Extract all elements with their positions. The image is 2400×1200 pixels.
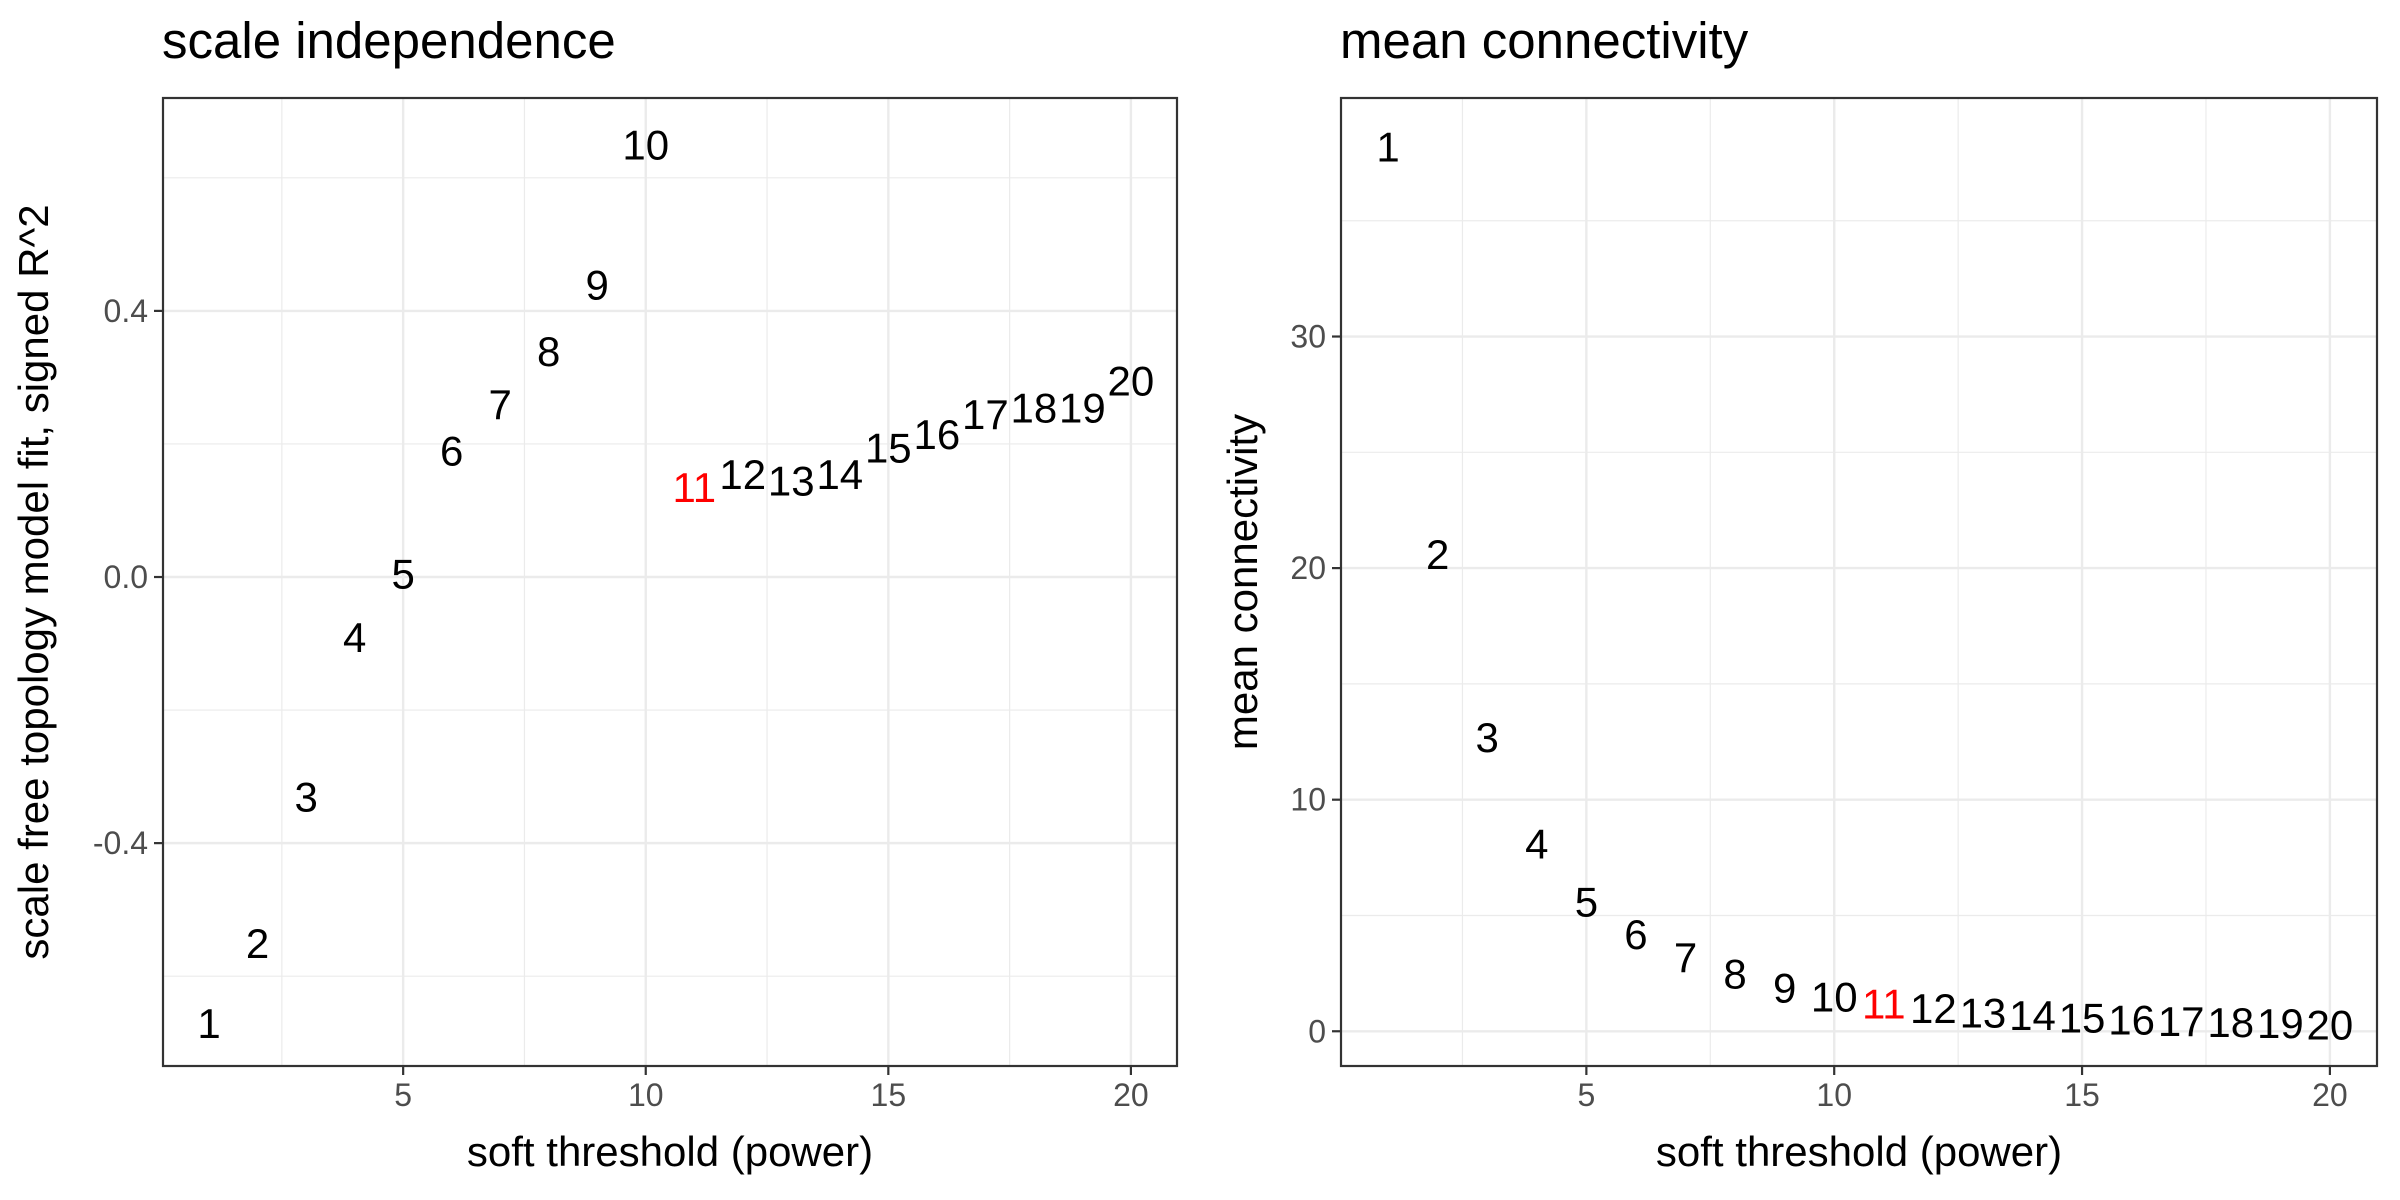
- y-tick-label: 0.0: [104, 559, 148, 595]
- point-label: 19: [1059, 384, 1106, 431]
- point-label-highlight: 11: [1862, 980, 1906, 1027]
- x-tick-label: 10: [1816, 1077, 1852, 1113]
- chart-title: scale independence: [162, 12, 616, 69]
- point-label: 1: [197, 1000, 220, 1047]
- point-label: 6: [440, 428, 463, 475]
- x-tick-label: 10: [628, 1077, 664, 1113]
- axis-ticks: 5 10 15 20 0 10 20 30: [1290, 319, 2347, 1113]
- point-label: 18: [1011, 384, 1058, 431]
- plot-background: [1341, 98, 2377, 1066]
- x-axis-label: soft threshold (power): [467, 1128, 873, 1175]
- y-tick-label: 0.4: [104, 293, 148, 329]
- point-label: 16: [913, 411, 960, 458]
- point-label: 13: [1960, 990, 2007, 1037]
- point-label: 7: [1674, 934, 1697, 981]
- point-label: 14: [2009, 992, 2056, 1039]
- point-label: 14: [816, 451, 863, 498]
- point-label: 9: [1773, 964, 1796, 1011]
- point-label: 20: [1108, 358, 1155, 405]
- point-label: 15: [865, 424, 912, 471]
- point-label: 5: [391, 551, 414, 598]
- plot-panel-border: [1339, 96, 2379, 1068]
- y-tick-label: 0: [1308, 1013, 1326, 1049]
- point-label: 12: [1910, 985, 1957, 1032]
- point-label: 5: [1575, 879, 1598, 926]
- axis-ticks: 5 10 15 20-0.40.00.4: [93, 293, 1149, 1113]
- plot-grid: [1341, 98, 2377, 1066]
- plot-grid: [163, 98, 1177, 1066]
- point-label: 15: [2059, 994, 2106, 1041]
- point-label: 12: [719, 451, 766, 498]
- y-tick-label: 30: [1290, 319, 1326, 355]
- y-axis-label: mean connectivity: [1219, 414, 1266, 750]
- point-label: 16: [2108, 997, 2155, 1044]
- x-tick-label: 20: [1113, 1077, 1149, 1113]
- point-label: 3: [1476, 714, 1499, 761]
- point-label-highlight: 11: [672, 464, 716, 511]
- y-tick-label: 20: [1290, 550, 1326, 586]
- y-tick-label: 10: [1290, 782, 1326, 818]
- point-label: 6: [1624, 911, 1647, 958]
- point-label: 17: [962, 391, 1009, 438]
- y-tick-label: -0.4: [93, 825, 148, 861]
- x-tick-label: 15: [871, 1077, 907, 1113]
- x-axis-label: soft threshold (power): [1656, 1128, 2062, 1175]
- point-label: 8: [1723, 950, 1746, 997]
- point-label: 13: [768, 458, 815, 505]
- plot-background: [163, 98, 1177, 1066]
- x-tick-label: 15: [2064, 1077, 2100, 1113]
- y-axis-label: scale free topology model fit, signed R^…: [10, 204, 57, 959]
- point-label: 7: [489, 381, 512, 428]
- chart-title: mean connectivity: [1340, 12, 1749, 69]
- point-label: 4: [1525, 821, 1548, 868]
- point-label: 19: [2257, 1000, 2304, 1047]
- point-label: 1: [1376, 124, 1399, 171]
- point-label: 10: [622, 122, 669, 169]
- point-label: 20: [2307, 1001, 2354, 1048]
- x-tick-label: 5: [394, 1077, 412, 1113]
- point-label: 17: [2158, 998, 2205, 1045]
- x-tick-label: 20: [2312, 1077, 2348, 1113]
- point-label: 10: [1811, 974, 1858, 1021]
- point-label: 18: [2207, 999, 2254, 1046]
- point-label: 2: [246, 920, 269, 967]
- point-label: 9: [586, 261, 609, 308]
- point-label: 3: [294, 774, 317, 821]
- point-label: 8: [537, 328, 560, 375]
- x-tick-label: 5: [1577, 1077, 1595, 1113]
- point-label: 2: [1426, 531, 1449, 578]
- plot-panel-border: [161, 96, 1179, 1068]
- point-label: 4: [343, 614, 366, 661]
